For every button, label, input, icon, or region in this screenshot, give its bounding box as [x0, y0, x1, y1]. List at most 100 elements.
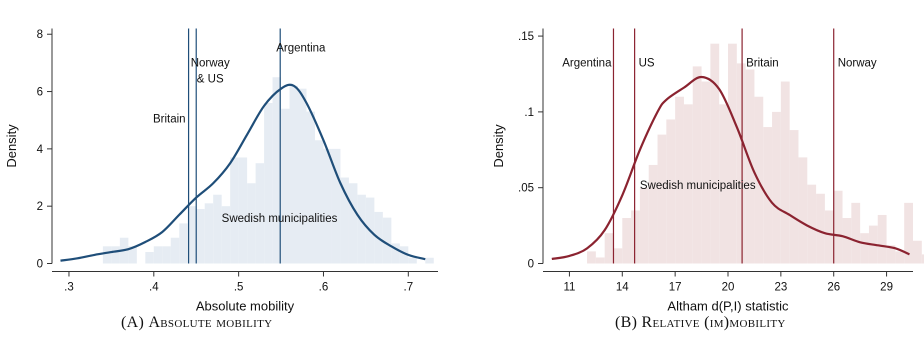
- histogram-bar: [399, 246, 409, 264]
- x-tick-label: 29: [880, 282, 893, 294]
- histogram-bar: [306, 111, 315, 264]
- histogram-bar: [824, 210, 834, 264]
- histogram-bar: [357, 194, 366, 264]
- histogram-bar: [895, 251, 905, 264]
- reference-line-label: & US: [197, 74, 224, 86]
- histogram-bar: [170, 237, 180, 264]
- x-tick-label: 11: [563, 282, 575, 294]
- histogram-bar: [631, 210, 640, 264]
- x-tick-label: 23: [774, 282, 787, 294]
- x-tick-label: 20: [722, 282, 735, 294]
- histogram-bar: [391, 243, 400, 264]
- reference-line-label: US: [639, 58, 655, 70]
- x-tick-label: .5: [234, 282, 244, 294]
- histogram-bar: [179, 223, 188, 264]
- y-tick-label: .15: [518, 31, 534, 43]
- histogram-bar: [196, 209, 205, 264]
- histogram-bar: [340, 177, 349, 264]
- y-tick-label: 0: [37, 259, 43, 271]
- histogram-bar: [281, 108, 290, 264]
- histogram-bar: [639, 187, 649, 264]
- x-tick-label: .4: [149, 282, 159, 294]
- annotation-label: Swedish municipalities: [640, 180, 756, 192]
- histogram-bar: [736, 63, 746, 264]
- density-curve: [60, 83, 426, 262]
- histogram-bar: [710, 43, 720, 264]
- histogram-bar: [807, 184, 817, 264]
- histogram-bar: [382, 217, 392, 264]
- y-axis-title: Density: [4, 124, 19, 168]
- x-tick-label: .6: [319, 282, 329, 294]
- caption-b-text: Relative (im)mobility: [641, 314, 786, 331]
- histogram-bar: [221, 206, 231, 264]
- histogram-bar: [230, 157, 239, 264]
- histogram-bar: [683, 104, 693, 264]
- histogram-bar: [913, 240, 922, 264]
- histogram-bar: [904, 202, 913, 264]
- reference-line-label: Argentina: [562, 58, 612, 70]
- histogram-bar: [102, 246, 112, 264]
- histogram-bar: [204, 203, 214, 264]
- reference-line-label: Britain: [153, 114, 186, 126]
- histogram-bar: [789, 130, 799, 264]
- y-tick-label: 6: [37, 87, 43, 99]
- y-axis-title: Density: [491, 124, 506, 168]
- histogram-bar: [877, 214, 887, 264]
- histogram-bar: [675, 96, 684, 264]
- x-axis-title: Absolute mobility: [196, 299, 295, 314]
- histogram-bar: [128, 246, 137, 264]
- y-tick-label: 8: [37, 29, 43, 41]
- histogram-bar: [162, 246, 171, 264]
- y-tick-label: 0: [528, 259, 534, 271]
- histogram-bar: [289, 85, 299, 264]
- x-tick-label: 14: [616, 282, 629, 294]
- histogram-bar: [833, 190, 843, 264]
- caption-b: (B) Relative (im)mobility: [615, 314, 786, 332]
- histogram-bar: [886, 245, 896, 264]
- histogram-bar: [255, 163, 265, 264]
- histogram-bar: [187, 206, 197, 264]
- density-curve: [551, 75, 910, 261]
- reference-line-label: Argentina: [276, 43, 326, 55]
- histogram-bar: [298, 88, 307, 264]
- histogram-bar: [816, 193, 825, 264]
- histogram-bar: [613, 248, 623, 264]
- histogram-bar: [780, 81, 790, 264]
- histogram-bar: [692, 66, 702, 264]
- y-tick-label: .05: [518, 183, 534, 195]
- histogram-bar: [604, 233, 614, 264]
- caption-a-text: Absolute mobility: [148, 314, 273, 331]
- histogram-bar: [587, 251, 596, 264]
- histogram-bar: [595, 257, 605, 264]
- histogram-bar: [331, 148, 341, 264]
- histogram-bar: [408, 257, 417, 264]
- histogram-bar: [772, 111, 781, 264]
- x-tick-label: 26: [827, 282, 840, 294]
- histogram-bar: [921, 254, 924, 264]
- x-tick-label: .7: [404, 282, 414, 294]
- caption-a: (A) Absolute mobility: [121, 314, 272, 332]
- histogram-bar: [314, 140, 324, 264]
- x-tick-label: .3: [64, 282, 74, 294]
- histogram-bar: [153, 246, 163, 264]
- chart-panel-a: Britain Norway & US Argentina Swedish munici…: [4, 28, 438, 314]
- histogram-bar: [798, 157, 808, 264]
- histogram-bar: [648, 164, 658, 264]
- y-tick-label: 2: [37, 201, 43, 213]
- histogram-bar: [657, 134, 667, 264]
- y-tick-label: 4: [37, 144, 44, 156]
- reference-line-label: Norway: [838, 58, 877, 70]
- reference-line-label: Britain: [746, 58, 779, 70]
- histogram-bar: [666, 119, 676, 264]
- histogram-bar: [719, 104, 728, 264]
- histogram-bar: [348, 183, 358, 264]
- histogram-bar: [145, 252, 154, 264]
- histogram-bar: [264, 103, 273, 264]
- reference-line-label: Norway: [191, 58, 230, 70]
- histogram-bar: [323, 148, 332, 264]
- histogram-bar: [425, 257, 434, 264]
- histogram-bar: [701, 81, 711, 264]
- chart-panel-b: Argentina US Britain Norway Swedish municipa…: [491, 28, 924, 314]
- x-axis-title: Altham d(P,I) statistic: [667, 299, 789, 314]
